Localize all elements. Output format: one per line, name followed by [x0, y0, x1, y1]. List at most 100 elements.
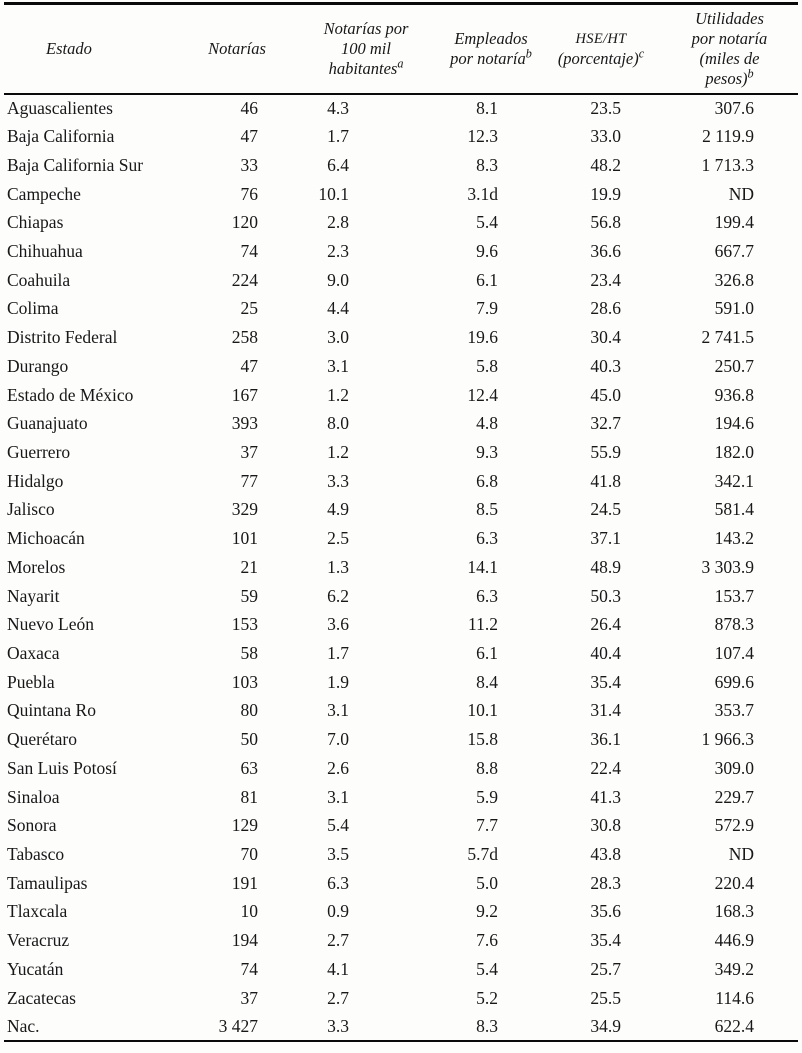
- table-row: Quintana Ro 80 3.1 10.1 31.4 353.7: [4, 697, 798, 726]
- cell-hse-ht: 56.8: [590, 212, 621, 233]
- table-row: Yucatán 74 4.1 5.4 25.7 349.2: [4, 955, 798, 984]
- cell-empleados: 12.3: [467, 126, 498, 147]
- cell-estado: Veracruz: [7, 930, 70, 951]
- column-header-line: pesos)b: [705, 66, 754, 88]
- cell-estado: San Luis Potosí: [7, 757, 117, 778]
- cell-estado: Sinaloa: [7, 786, 60, 807]
- table-header: Estado Notarías Notarías por 100 mil habitan…: [4, 4, 798, 94]
- cell-empleados: 5.4: [476, 958, 498, 979]
- cell-hse-ht: 43.8: [590, 844, 621, 865]
- cell-empleados: 8.1: [476, 97, 498, 118]
- cell-hse-ht: 40.3: [590, 355, 621, 376]
- cell-notarias: 167: [231, 384, 258, 405]
- cell-utilidades: 250.7: [714, 355, 754, 376]
- cell-empleados: 6.1: [476, 269, 498, 290]
- footnote-marker: c: [638, 46, 645, 61]
- column-header-line: HSE/HT: [575, 30, 627, 47]
- cell-empleados: 10.1: [467, 700, 498, 721]
- cell-notarias-100k: 3.0: [327, 327, 349, 348]
- cell-hse-ht: 30.8: [590, 815, 621, 836]
- cell-notarias: 37: [240, 987, 259, 1008]
- column-header-line: por notaría: [691, 28, 768, 48]
- column-header-empleados: Empleados por notaríab: [441, 4, 541, 94]
- column-header-line: habitantesa: [328, 56, 404, 78]
- cell-utilidades: 2 741.5: [701, 327, 755, 348]
- cell-utilidades: ND: [728, 844, 754, 865]
- cell-empleados: 12.4: [467, 384, 498, 405]
- table-row: Durango 47 3.1 5.8 40.3 250.7: [4, 352, 798, 381]
- cell-hse-ht: 55.9: [590, 441, 621, 462]
- cell-notarias: 120: [231, 212, 258, 233]
- cell-utilidades: 572.9: [714, 815, 754, 836]
- cell-hse-ht: 25.5: [590, 987, 621, 1008]
- cell-empleados: 5.0: [476, 872, 498, 893]
- column-header-line: 100 mil: [341, 38, 391, 58]
- cell-estado: Querétaro: [7, 729, 77, 750]
- table-row: Campeche 76 10.1 3.1d 19.9 ND: [4, 180, 798, 209]
- cell-utilidades: 199.4: [714, 212, 754, 233]
- cell-notarias-100k: 3.3: [327, 470, 349, 491]
- cell-notarias-100k: 4.9: [327, 499, 349, 520]
- cell-utilidades: 1 713.3: [701, 154, 755, 175]
- cell-notarias-100k: 2.7: [327, 930, 349, 951]
- table-row: Chihuahua 74 2.3 9.6 36.6 667.7: [4, 237, 798, 266]
- table-row: Baja California 47 1.7 12.3 33.0 2 119.9: [4, 122, 798, 151]
- table-body: Aguascalientes 46 4.3 8.1 23.5 307.6 Baja Cali…: [4, 94, 798, 1042]
- table-row: Nac. 3 427 3.3 8.3 34.9 622.4: [4, 1013, 798, 1042]
- cell-notarias-100k: 2.3: [327, 240, 349, 261]
- table-row: Morelos 21 1.3 14.1 48.9 3 303.9: [4, 553, 798, 582]
- cell-notarias-100k: 4.3: [327, 97, 349, 118]
- cell-estado: Baja California: [7, 126, 115, 147]
- cell-utilidades: 591.0: [714, 298, 754, 319]
- cell-notarias-100k: 1.2: [327, 441, 349, 462]
- cell-utilidades: 699.6: [714, 671, 754, 692]
- cell-notarias-100k: 3.1: [327, 700, 349, 721]
- cell-estado: Tamaulipas: [7, 872, 88, 893]
- cell-notarias: 58: [240, 643, 259, 664]
- cell-utilidades: 220.4: [714, 872, 754, 893]
- cell-empleados: 8.4: [476, 671, 498, 692]
- cell-hse-ht: 28.3: [590, 872, 621, 893]
- cell-notarias: 129: [231, 815, 258, 836]
- column-header-estado: Estado: [4, 4, 183, 94]
- cell-estado: Estado de México: [7, 384, 134, 405]
- cell-utilidades: 353.7: [714, 700, 754, 721]
- column-header-notarias-100k: Notarías por 100 mil habitantesa: [291, 4, 441, 94]
- cell-empleados: 9.6: [476, 240, 498, 261]
- table-row: Querétaro 50 7.0 15.8 36.1 1 966.3: [4, 725, 798, 754]
- cell-utilidades: 667.7: [714, 240, 754, 261]
- cell-utilidades: 153.7: [714, 585, 754, 606]
- cell-empleados: 8.3: [476, 1015, 498, 1036]
- cell-utilidades: 229.7: [714, 786, 754, 807]
- cell-notarias: 63: [240, 757, 259, 778]
- cell-notarias: 329: [231, 499, 258, 520]
- column-header-line: Notarías por: [323, 18, 409, 38]
- cell-estado: Quintana Ro: [7, 700, 96, 721]
- cell-notarias-100k: 1.7: [327, 126, 349, 147]
- cell-hse-ht: 26.4: [590, 614, 621, 635]
- cell-notarias-100k: 3.6: [327, 614, 349, 635]
- footnote-marker: b: [747, 66, 754, 81]
- cell-notarias: 50: [240, 729, 259, 750]
- cell-utilidades: 143.2: [714, 528, 754, 549]
- cell-empleados: 4.8: [476, 413, 498, 434]
- cell-notarias-100k: 8.0: [327, 413, 349, 434]
- cell-notarias-100k: 2.8: [327, 212, 349, 233]
- cell-utilidades: 307.6: [714, 97, 754, 118]
- cell-estado: Puebla: [7, 671, 55, 692]
- cell-hse-ht: 45.0: [590, 384, 621, 405]
- cell-hse-ht: 37.1: [590, 528, 621, 549]
- cell-hse-ht: 35.4: [590, 671, 621, 692]
- cell-empleados: 5.4: [476, 212, 498, 233]
- cell-notarias: 191: [231, 872, 258, 893]
- cell-hse-ht: 40.4: [590, 643, 621, 664]
- table-row: Zacatecas 37 2.7 5.2 25.5 114.6: [4, 984, 798, 1013]
- table-row: Jalisco 329 4.9 8.5 24.5 581.4: [4, 496, 798, 525]
- table-row: Distrito Federal 258 3.0 19.6 30.4 2 741.5: [4, 323, 798, 352]
- cell-empleados: 8.8: [476, 757, 498, 778]
- cell-estado: Campeche: [7, 183, 81, 204]
- cell-empleados: 6.8: [476, 470, 498, 491]
- cell-notarias: 393: [231, 413, 258, 434]
- column-header-notarias: Notarías: [183, 4, 291, 94]
- cell-hse-ht: 25.7: [590, 958, 621, 979]
